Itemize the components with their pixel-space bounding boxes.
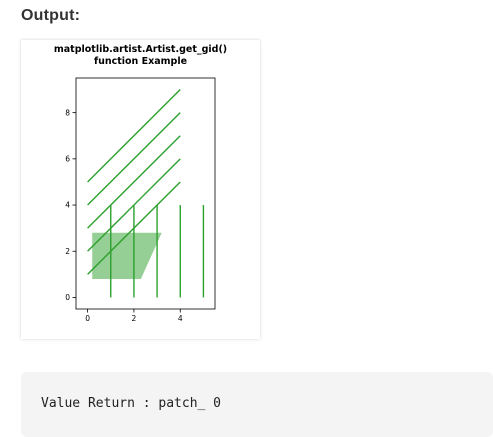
y-tick-label: 4 [65,201,70,210]
code-output-block: Value Return : patch_ 0 [21,372,493,437]
x-tick-label: 0 [85,314,90,323]
x-tick-label: 2 [132,314,137,323]
diagonal-line [87,112,181,206]
chart-svg: matplotlib.artist.Artist.get_gid()functi… [54,44,227,323]
y-tick-label: 8 [65,108,70,117]
x-tick-label: 4 [178,314,183,323]
y-tick-label: 2 [65,247,70,256]
figure-card: matplotlib.artist.Artist.get_gid() functi… [21,40,260,339]
patch-polygon [92,232,162,279]
axes-frame [75,77,216,310]
chart-title: matplotlib.artist.Artist.get_gid()functi… [54,44,227,67]
chart-title-line: function Example [94,56,187,67]
code-output-text: Value Return : patch_ 0 [41,396,222,411]
patch-layer [92,232,162,279]
diagonal-line [87,135,181,229]
y-tick-label: 6 [65,154,70,163]
x-axis: 0 2 4 [85,309,183,323]
y-tick-label: 0 [65,293,70,302]
y-axis: 0 2 4 6 8 [65,108,76,302]
output-heading: Output: [21,7,81,24]
lines-layer [87,89,205,298]
diagonal-line [87,89,181,183]
chart-title-line: matplotlib.artist.Artist.get_gid() [54,44,227,55]
